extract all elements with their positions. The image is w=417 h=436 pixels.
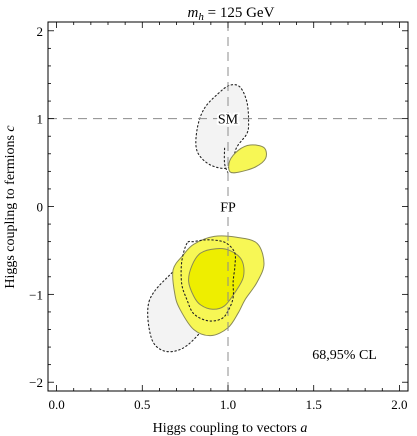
chart-title: mh = 125 GeV bbox=[188, 5, 275, 23]
y-axis-ticks: −2 −1 0 1 2 bbox=[29, 24, 408, 390]
contour-region-5 bbox=[180, 239, 236, 322]
y-tick-label: −1 bbox=[29, 287, 43, 302]
y-axis-title: Higgs coupling to fermions c bbox=[3, 125, 18, 289]
contour-regions bbox=[147, 84, 267, 353]
annotations: SM FP 68,95% CL bbox=[216, 111, 377, 363]
y-tick-label: 0 bbox=[37, 200, 44, 215]
annotation-1: FP bbox=[220, 201, 236, 216]
contour-region-4 bbox=[188, 247, 245, 310]
x-tick-label: 0.5 bbox=[134, 397, 150, 412]
y-tick-label: −2 bbox=[29, 375, 43, 390]
annotation-2: 68,95% CL bbox=[312, 348, 377, 363]
x-axis-title-var: a bbox=[300, 421, 307, 436]
title-rest: = 125 GeV bbox=[204, 5, 275, 21]
x-axis-title: Higgs coupling to vectors a bbox=[153, 421, 308, 436]
x-tick-label: 0.0 bbox=[48, 397, 64, 412]
y-axis-title-var: c bbox=[3, 125, 18, 132]
y-tick-label: 1 bbox=[37, 112, 44, 127]
contour-region-2 bbox=[228, 144, 267, 174]
contour-region-0 bbox=[195, 84, 250, 169]
title-sub: h bbox=[198, 11, 204, 23]
x-axis-ticks: 0.0 0.5 1.0 1.5 2.0 bbox=[48, 22, 408, 412]
x-axis-title-text: Higgs coupling to vectors bbox=[153, 421, 301, 436]
x-tick-label: 2.0 bbox=[391, 397, 407, 412]
x-tick-label: 1.0 bbox=[220, 397, 236, 412]
annotation-0: SM bbox=[218, 113, 239, 128]
y-tick-label: 2 bbox=[37, 24, 44, 39]
x-tick-label: 1.5 bbox=[306, 397, 322, 412]
title-var: m bbox=[188, 5, 199, 21]
y-axis-title-text: Higgs coupling to fermions bbox=[3, 132, 18, 289]
reference-lines bbox=[48, 22, 408, 391]
